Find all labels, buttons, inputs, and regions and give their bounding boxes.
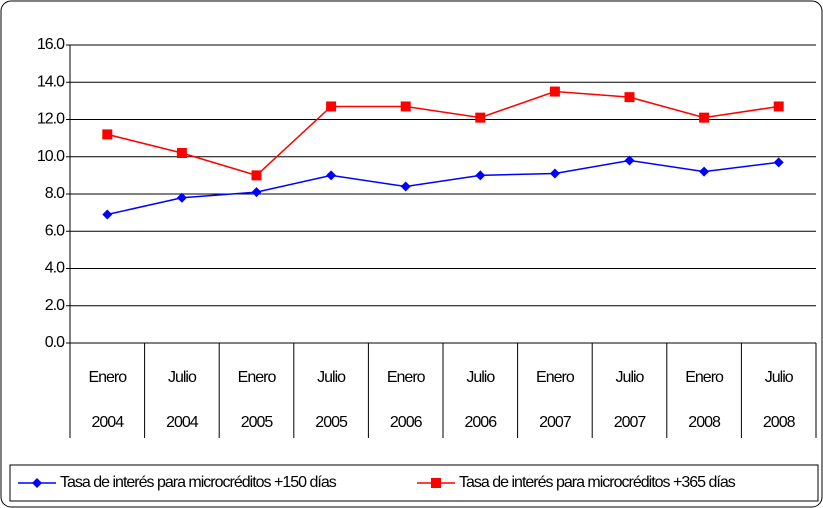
- x-tick-label: Enero: [238, 369, 277, 386]
- point: [624, 155, 635, 166]
- x-tick-label: Enero: [88, 369, 127, 386]
- x-tick-label: Enero: [685, 369, 724, 386]
- point: [699, 166, 710, 177]
- point: [475, 112, 486, 123]
- y-tick-label: 16.0: [37, 36, 65, 53]
- x-tick-year: 2006: [390, 414, 423, 431]
- x-tick-year: 2007: [614, 414, 647, 431]
- point: [699, 112, 710, 123]
- x-tick-label: Julio: [168, 369, 197, 386]
- legend-box: [9, 464, 819, 502]
- x-tick-year: 2005: [315, 414, 348, 431]
- y-tick-label: 0.0: [45, 334, 65, 351]
- x-tick-label: Enero: [536, 369, 575, 386]
- point: [326, 101, 337, 112]
- series-line: [107, 159, 779, 216]
- y-tick-label: 12.0: [37, 111, 65, 128]
- x-tick-year: 2006: [465, 414, 498, 431]
- legend-marker: [32, 478, 42, 488]
- x-tick-year: 2005: [241, 414, 274, 431]
- legend-label: Tasa de interés para microcréditos +365 …: [459, 474, 736, 491]
- y-tick-label: 10.0: [37, 148, 65, 165]
- point: [400, 181, 411, 192]
- point: [326, 170, 337, 181]
- point: [624, 92, 635, 103]
- y-tick-label: 8.0: [45, 185, 65, 202]
- point: [251, 187, 262, 198]
- point: [102, 209, 113, 220]
- x-tick-year: 2004: [166, 414, 199, 431]
- x-tick-year: 2007: [539, 414, 572, 431]
- legend-label: Tasa de interés para microcréditos +150 …: [60, 474, 337, 491]
- point: [475, 170, 486, 181]
- point: [176, 192, 187, 203]
- point: [549, 86, 560, 97]
- legend-marker: [431, 478, 441, 488]
- point: [773, 101, 784, 112]
- point: [102, 129, 113, 140]
- y-tick-label: 6.0: [45, 222, 65, 239]
- series-line: [107, 90, 779, 177]
- point: [176, 148, 187, 159]
- point: [400, 101, 411, 112]
- x-tick-year: 2008: [763, 414, 796, 431]
- x-tick-label: Julio: [765, 369, 794, 386]
- point: [773, 157, 784, 168]
- y-tick-label: 4.0: [45, 260, 65, 277]
- x-tick-label: Julio: [317, 369, 346, 386]
- x-tick-year: 2004: [92, 414, 125, 431]
- x-tick-label: Enero: [387, 369, 426, 386]
- y-tick-label: 14.0: [37, 73, 65, 90]
- point: [251, 170, 262, 181]
- y-tick-label: 2.0: [45, 297, 65, 314]
- x-tick-label: Julio: [466, 369, 495, 386]
- x-tick-year: 2008: [688, 414, 721, 431]
- point: [549, 168, 560, 179]
- x-tick-label: Julio: [616, 369, 645, 386]
